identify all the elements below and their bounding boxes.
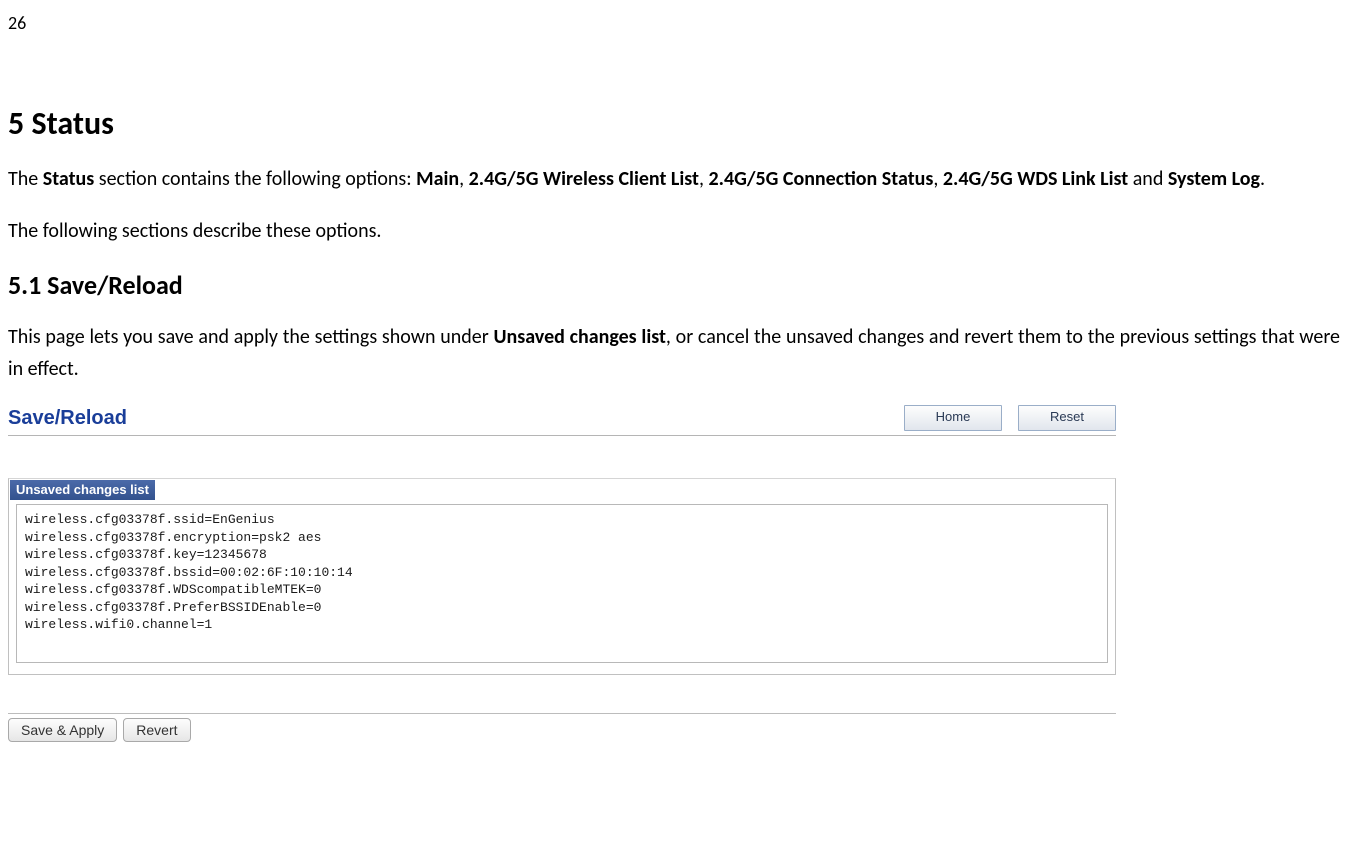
unsaved-changes-label: Unsaved changes list — [10, 480, 155, 500]
text-segment: section contains the following options: — [94, 167, 416, 191]
section-5-1-heading: 5.1 Save/Reload — [8, 269, 1340, 301]
home-button[interactable]: Home — [904, 405, 1002, 431]
unsaved-changes-content: wireless.cfg03378f.ssid=EnGenius wireles… — [16, 504, 1108, 663]
text-segment: . — [1260, 167, 1265, 191]
text-segment: The — [8, 167, 43, 191]
panel-title: Save/Reload — [8, 407, 127, 430]
bold-wireless-client-list: 2.4G/5G Wireless Client List — [469, 167, 699, 191]
reset-button[interactable]: Reset — [1018, 405, 1116, 431]
text-segment: , — [459, 167, 469, 191]
panel-top-buttons: Home Reset — [904, 405, 1116, 431]
bold-unsaved-changes-list: Unsaved changes list — [493, 325, 665, 349]
panel-header: Save/Reload Home Reset — [8, 405, 1116, 436]
bold-wds-link-list: 2.4G/5G WDS Link List — [943, 167, 1128, 191]
revert-button[interactable]: Revert — [123, 718, 190, 742]
text-segment: This page lets you save and apply the se… — [8, 325, 493, 349]
save-reload-panel: Save/Reload Home Reset Unsaved changes l… — [8, 405, 1116, 742]
text-segment: and — [1128, 167, 1168, 191]
section-5-heading: 5 Status — [8, 104, 1340, 143]
section-5-followup: The following sections describe these op… — [8, 215, 1340, 247]
spacer — [8, 436, 1116, 478]
bold-connection-status: 2.4G/5G Connection Status — [709, 167, 934, 191]
section-5-intro: The Status section contains the followin… — [8, 163, 1340, 195]
bold-main: Main — [416, 167, 459, 191]
bold-system-log: System Log — [1168, 167, 1260, 191]
section-5-1-desc: This page lets you save and apply the se… — [8, 321, 1340, 385]
bottom-buttons-row: Save & Apply Revert — [8, 718, 1116, 742]
text-segment: , — [699, 167, 709, 191]
page-number: 26 — [8, 12, 1340, 34]
text-segment: , — [933, 167, 943, 191]
bold-status: Status — [43, 167, 95, 191]
changes-frame: Unsaved changes list wireless.cfg03378f.… — [8, 478, 1116, 675]
save-apply-button[interactable]: Save & Apply — [8, 718, 117, 742]
divider — [8, 713, 1116, 714]
